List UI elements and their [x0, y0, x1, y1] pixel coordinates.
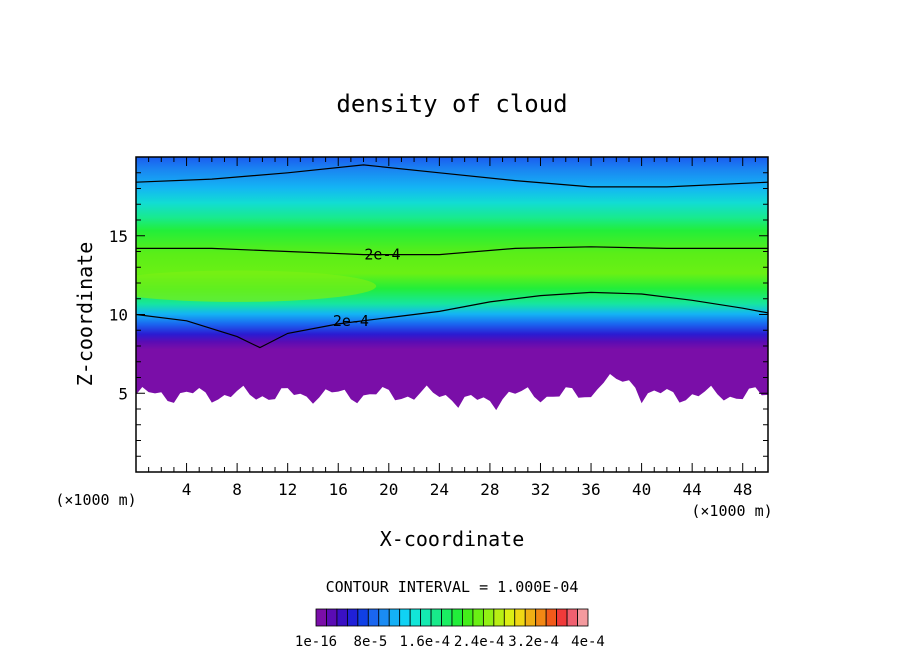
colorbar-swatch: [420, 608, 432, 627]
contour-line: [136, 246, 768, 256]
colorbar-swatch: [577, 608, 589, 627]
colorbar-swatch: [336, 608, 348, 627]
x-tick-label: 40: [632, 480, 651, 499]
colorbar-swatch: [535, 608, 547, 627]
y-axis: 5 10 15: [109, 172, 768, 457]
colorbar-swatch: [367, 608, 380, 627]
colorbar-swatch: [566, 608, 578, 627]
y-axis-label: Z-coordinate: [73, 242, 97, 387]
colorbar-label: 1.6e-4: [400, 634, 451, 650]
contour-lines: [136, 164, 768, 349]
x-tick-label: 12: [278, 480, 297, 499]
x-unit-left: (×1000 m): [55, 491, 136, 509]
colorbar-swatch: [524, 608, 537, 627]
colorbar-swatch: [503, 608, 516, 627]
colorbar-swatch: [514, 608, 526, 627]
colorbar-swatch: [388, 608, 401, 627]
colorbar-swatch: [409, 608, 422, 627]
contour-interval: CONTOUR INTERVAL = 1.000E-04: [326, 578, 579, 596]
colorbar-swatch: [378, 608, 390, 627]
contour-label: 2e-4: [364, 246, 400, 264]
colorbar-swatch: [545, 608, 558, 627]
x-tick-label: 44: [683, 480, 702, 499]
colorbar-swatch: [315, 608, 327, 627]
field-core: [136, 270, 377, 302]
chart-title: density of cloud: [336, 90, 567, 118]
colorbar-label: 3.2e-4: [508, 634, 559, 650]
contour-labels: 2e-4 2e-4: [333, 246, 401, 330]
colorbar-label: 2.4e-4: [454, 634, 505, 650]
x-axis: 4 8 12 16 20 24 28 32 36 40 44 48: [148, 157, 756, 499]
x-tick-label: 16: [329, 480, 348, 499]
colorbar-swatch: [482, 608, 495, 627]
colorbar-label: 4e-4: [571, 634, 605, 650]
x-tick-label: 48: [733, 480, 752, 499]
colorbar-swatch: [399, 608, 411, 627]
colorbar-labels: 1e-16 8e-5 1.6e-4 2.4e-4 3.2e-4 4e-4: [295, 634, 605, 650]
field-fill: [136, 157, 768, 411]
contour-line: [136, 291, 768, 349]
colorbar-swatch: [451, 608, 463, 627]
x-tick-label: 32: [531, 480, 550, 499]
colorbar-swatch: [430, 608, 442, 627]
colorbar-swatch: [346, 608, 359, 627]
colorbar-label: 1e-16: [295, 634, 337, 650]
contour-line: [136, 164, 768, 188]
colorbar-swatch: [472, 608, 484, 627]
density-field: [136, 157, 768, 411]
colorbar-label: 8e-5: [354, 634, 388, 650]
colorbar-swatch: [441, 608, 453, 627]
colorbar-swatch: [357, 608, 369, 627]
y-tick-label: 5: [118, 384, 128, 403]
x-tick-label: 8: [232, 480, 242, 499]
x-tick-label: 36: [581, 480, 600, 499]
x-tick-label: 28: [480, 480, 499, 499]
x-tick-label: 24: [430, 480, 449, 499]
x-tick-label: 20: [379, 480, 398, 499]
x-tick-label: 4: [182, 480, 192, 499]
x-axis-label: X-coordinate: [380, 527, 525, 551]
contour-label: 2e-4: [333, 312, 369, 330]
colorbar-swatch: [462, 608, 474, 627]
colorbar-swatch: [493, 608, 505, 627]
y-tick-label: 15: [109, 227, 128, 246]
y-tick-label: 10: [109, 306, 128, 325]
colorbar: [315, 608, 589, 627]
colorbar-swatch: [326, 608, 338, 627]
colorbar-swatch: [556, 608, 568, 627]
x-unit-right: (×1000 m): [691, 502, 772, 520]
